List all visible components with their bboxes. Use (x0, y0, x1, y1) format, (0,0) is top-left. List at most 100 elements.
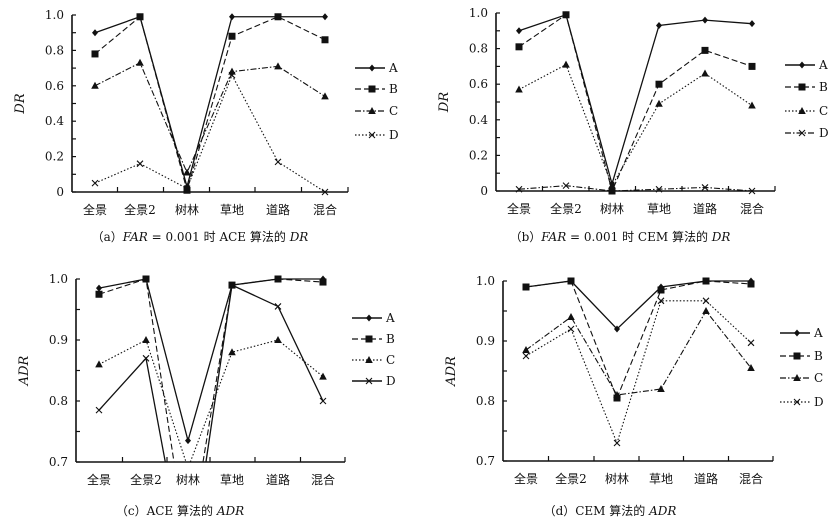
legend-item-D: D (355, 128, 399, 142)
data-point-C (608, 181, 616, 189)
y-tick-label: 0.8 (476, 394, 495, 408)
series-C (91, 58, 329, 176)
data-point-C (701, 69, 709, 77)
series-A (523, 277, 754, 333)
series-line-A (525, 280, 751, 330)
legend-marker (369, 64, 375, 72)
x-tick-label: 树林 (176, 472, 200, 487)
legend-label: C (819, 104, 828, 118)
data-point-B (655, 80, 663, 88)
series-B (91, 13, 329, 194)
legend-label: B (389, 82, 398, 96)
data-point-A (656, 21, 662, 29)
x-tick-label: 全景2 (550, 201, 582, 216)
y-tick-label: 1.0 (49, 272, 68, 286)
legend-item-A: A (785, 58, 828, 72)
legend-item-B: B (352, 332, 395, 346)
data-point-C (142, 336, 150, 343)
legend-label: A (818, 58, 828, 72)
data-point-D (136, 160, 144, 168)
data-point-B (567, 277, 575, 285)
y-tick-label: 0.6 (469, 77, 488, 91)
data-point-C (522, 346, 530, 353)
data-point-D (748, 187, 756, 195)
data-point-D (515, 185, 523, 193)
x-tick-label: 草地 (220, 203, 244, 217)
data-point-D (183, 185, 191, 192)
y-tick-label: 0.9 (476, 334, 495, 348)
legend-item-A: A (780, 326, 823, 340)
data-point-D (608, 187, 616, 195)
legend-item-C: C (352, 353, 395, 367)
data-point-C (567, 313, 575, 320)
x-tick-label: 全景2 (130, 472, 162, 487)
x-tick-label: 道路 (266, 472, 290, 487)
y-tick-label: 1.0 (469, 6, 488, 20)
x-tick-label: 道路 (693, 201, 717, 216)
legend-marker (365, 356, 373, 363)
legend-marker (798, 83, 806, 91)
data-point-C (95, 360, 103, 368)
y-tick-label: 0 (56, 185, 64, 199)
data-point-D (319, 397, 327, 405)
series-line-B (525, 280, 752, 400)
data-point-D (655, 185, 663, 193)
data-point-B (321, 36, 329, 44)
data-point-B (183, 186, 191, 194)
caption-part: ADR (648, 504, 676, 518)
y-tick-label: 0.2 (45, 150, 64, 164)
legend-marker (365, 335, 373, 343)
legend-item-C: C (355, 104, 398, 118)
caption-part: （c）ACE 算法的 (116, 503, 217, 518)
x-tick-label: 全景 (83, 202, 107, 217)
caption-part: ADR (216, 504, 244, 518)
legend-item-D: D (352, 374, 396, 388)
caption-part: FAR (540, 230, 566, 244)
data-point-A (516, 27, 522, 35)
data-point-D (522, 352, 530, 360)
legend-item-D: D (780, 395, 824, 409)
legend-marker (798, 129, 806, 137)
y-tick-label: 0.8 (45, 43, 64, 57)
series-line-D (98, 284, 324, 463)
series-line-A (94, 15, 325, 190)
legend-marker (793, 352, 801, 360)
series-line-B (518, 13, 753, 193)
panel-caption: （b）FAR = 0.001 时 CEM 算法的 DR (510, 229, 731, 244)
legend-label: A (388, 61, 398, 75)
data-point-A (702, 16, 708, 24)
series-line-B (94, 15, 326, 193)
x-tick-label: 混合 (740, 201, 764, 216)
y-tick-label: 0.8 (469, 42, 488, 56)
legend-item-A: A (352, 311, 395, 325)
caption-part: FAR (122, 230, 148, 244)
series-line-D (94, 73, 326, 193)
x-tick-label: 草地 (649, 472, 673, 486)
series-line-C (518, 63, 753, 187)
caption-part: = 0.001 时 ACE 算法的 (148, 229, 290, 244)
legend-marker (799, 61, 805, 69)
legend-marker (368, 107, 376, 114)
data-point-A (749, 20, 755, 28)
series-line-B (98, 278, 324, 463)
legend-marker (794, 329, 800, 337)
x-tick-label: 混合 (739, 471, 763, 486)
legend-label: C (386, 353, 395, 367)
x-tick-label: 树林 (605, 471, 629, 486)
data-point-B (274, 275, 282, 283)
caption-part: （d）CEM 算法的 (544, 503, 650, 518)
data-point-C (655, 99, 663, 107)
data-point-C (183, 168, 191, 176)
x-tick-label: 全景 (514, 471, 538, 486)
data-point-C (228, 67, 236, 75)
data-point-D (657, 297, 665, 305)
y-axis-label: DR (437, 92, 452, 113)
y-tick-label: 0.6 (45, 79, 64, 93)
y-axis-label: ADR (17, 355, 32, 386)
legend-item-B: B (355, 82, 398, 96)
legend-marker (366, 314, 372, 322)
y-axis-label: ADR (444, 356, 459, 387)
